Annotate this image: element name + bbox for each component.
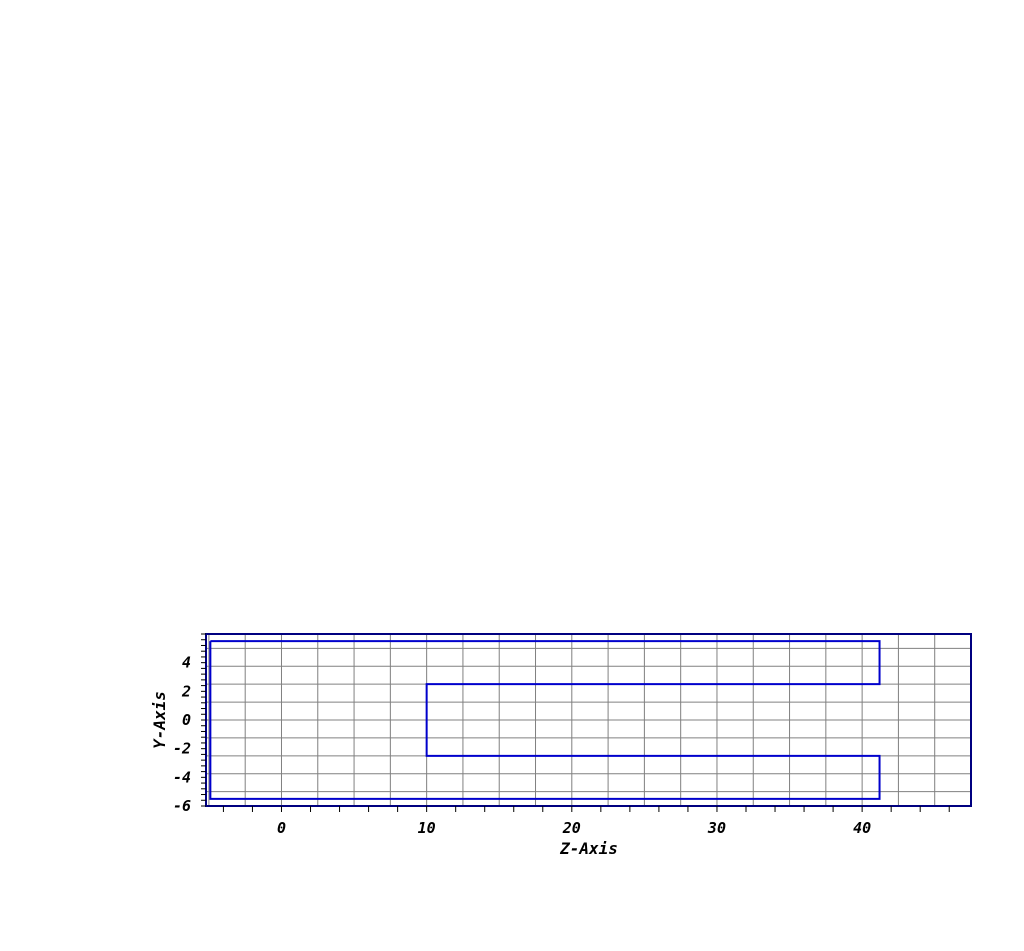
x-axis-title: Z-Axis	[559, 839, 618, 858]
y-tick-label: 4	[182, 654, 191, 672]
x-tick-label: 40	[853, 819, 871, 837]
y-tick-labels: -6 -4 -2 0 2 4	[173, 654, 191, 815]
x-tick-labels: 0 10 20 30 40	[277, 819, 871, 837]
x-tick-label: 30	[707, 819, 726, 837]
grid	[206, 634, 972, 806]
y-tick-label: -6	[173, 797, 191, 815]
y-tick-label: -4	[173, 768, 191, 786]
x-tick-label: 0	[277, 819, 286, 837]
series	[209, 640, 881, 800]
y-tick-label: -2	[173, 740, 191, 758]
y-tick-label: 2	[181, 682, 191, 700]
series-line	[209, 640, 881, 800]
y-tick-label: 0	[182, 711, 191, 729]
ticks	[201, 633, 950, 812]
y-axis-title: Y-Axis	[150, 691, 169, 749]
x-tick-label: 10	[418, 819, 436, 837]
x-tick-label: 20	[562, 819, 581, 837]
